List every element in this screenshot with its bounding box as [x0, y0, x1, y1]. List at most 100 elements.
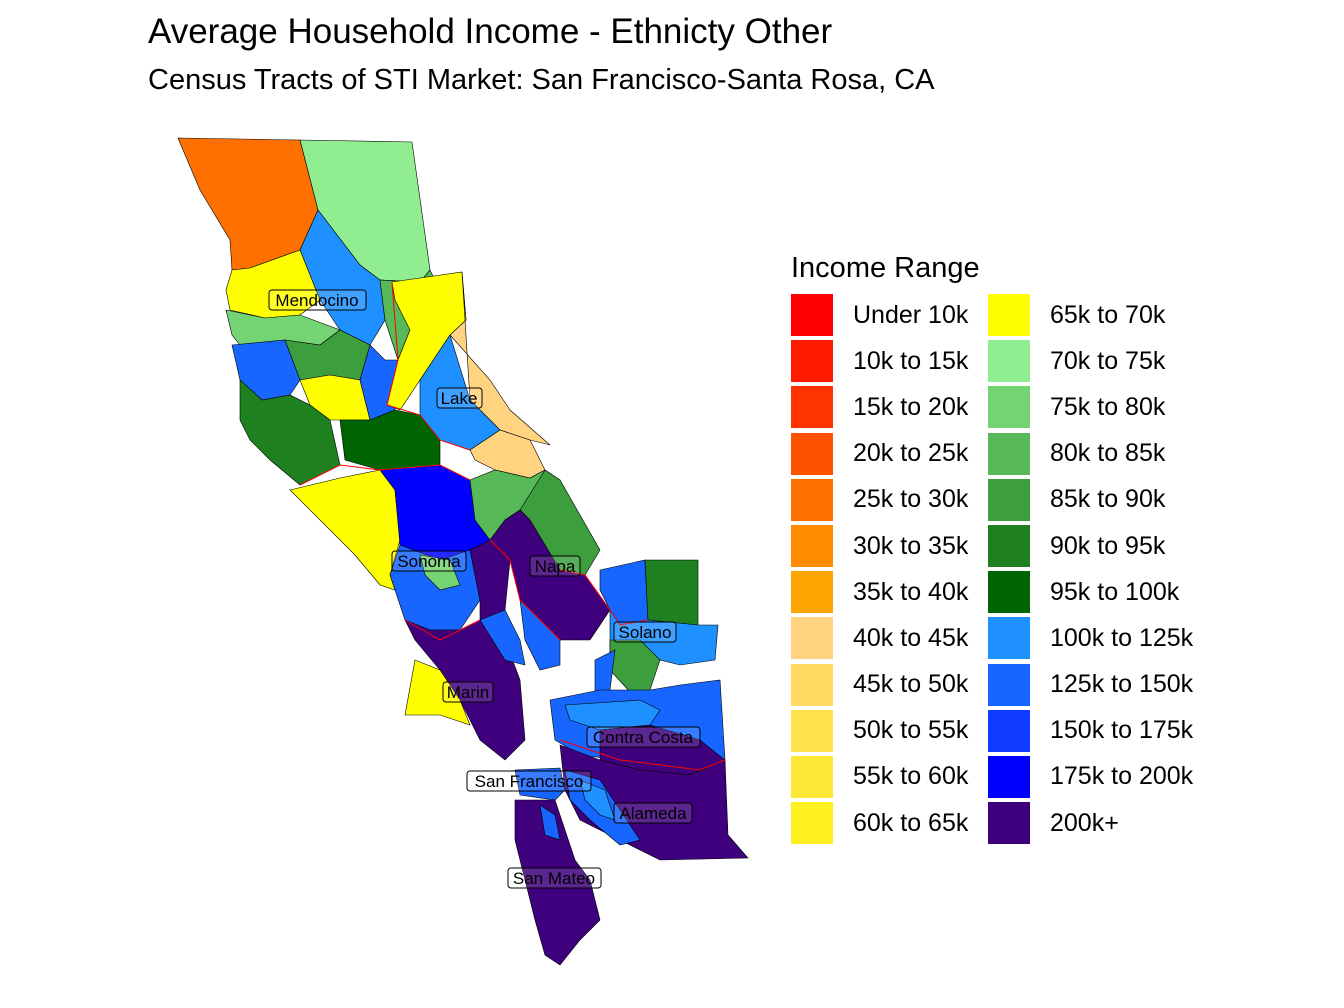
legend-label: 125k to 150k: [1050, 670, 1194, 699]
county-label-text: San Francisco: [475, 772, 584, 791]
map-title: Average Household Income - Ethnicty Othe…: [148, 12, 833, 51]
tract: [514, 799, 601, 966]
tract: [177, 137, 319, 271]
legend-swatch: [791, 386, 833, 429]
legend-column: 65k to 70k 70k to 75k 75k to 80k 80k to 85k…: [988, 292, 1193, 846]
legend-swatch: [988, 709, 1030, 752]
legend-swatch: [988, 755, 1030, 798]
legend-item: 30k to 35k: [791, 523, 988, 569]
legend-label: 65k to 70k: [1050, 300, 1166, 329]
legend-swatch: [988, 294, 1030, 337]
legend-item: 70k to 75k: [988, 338, 1185, 384]
legend-label: 10k to 15k: [853, 346, 969, 375]
county-label-sonoma: Sonoma: [391, 550, 467, 572]
napa-region: [469, 469, 611, 671]
county-boundary: [386, 281, 471, 451]
county-label-marin: Marin: [442, 681, 494, 703]
legend-swatch: [791, 709, 833, 752]
legend-label: Under 10k: [853, 300, 969, 329]
legend-item: 35k to 40k: [791, 569, 988, 615]
county-label-san-mateo: San Mateo: [507, 867, 602, 889]
legend-item: 10k to 15k: [791, 338, 988, 384]
legend-item: 15k to 20k: [791, 384, 988, 430]
income-range-legend: Income Range Under 10k 10k to 15k 15k to 2…: [791, 248, 1231, 846]
county-label-alameda: Alameda: [613, 802, 693, 824]
tract: [479, 609, 526, 666]
legend-item: 200k+: [988, 800, 1185, 846]
legend-item: 90k to 95k: [988, 523, 1185, 569]
tract: [579, 779, 616, 821]
legend-label: 20k to 25k: [853, 439, 969, 468]
legend-label: 95k to 100k: [1050, 577, 1180, 606]
legend-item: 55k to 60k: [791, 754, 988, 800]
legend-item: 150k to 175k: [988, 708, 1193, 754]
legend-swatch: [988, 478, 1030, 521]
tract: [419, 554, 461, 591]
county-label-text: Marin: [447, 683, 490, 702]
legend-label: 50k to 55k: [853, 716, 969, 745]
legend-swatch: [791, 478, 833, 521]
legend-swatch: [791, 617, 833, 660]
legend-swatch: [988, 432, 1030, 475]
legend-label: 70k to 75k: [1050, 346, 1166, 375]
sonoma-region: [289, 464, 511, 631]
county-label-text: Lake: [441, 389, 478, 408]
county-boundary: [559, 569, 649, 626]
legend-label: 90k to 95k: [1050, 531, 1166, 560]
legend-label: 55k to 60k: [853, 762, 969, 791]
legend-label: 15k to 20k: [853, 392, 969, 421]
legend-label: 30k to 35k: [853, 531, 969, 560]
map-subtitle: Census Tracts of STI Market: San Francis…: [148, 64, 935, 96]
legend-swatch: [988, 571, 1030, 614]
county-label-text: San Mateo: [513, 869, 595, 888]
legend-column: Under 10k 10k to 15k 15k to 20k 20k to 25k 2…: [791, 292, 988, 846]
county-boundary: [489, 539, 561, 641]
county-label-lake: Lake: [436, 387, 483, 409]
tract: [404, 659, 471, 726]
legend-item: 175k to 200k: [988, 754, 1193, 800]
tract: [599, 559, 649, 626]
county-label-text: Solano: [619, 623, 672, 642]
legend-swatch: [791, 571, 833, 614]
legend-label: 60k to 65k: [853, 808, 969, 837]
peninsula-region: [514, 767, 601, 966]
legend-item: 25k to 30k: [791, 477, 988, 523]
legend-swatch: [988, 386, 1030, 429]
county-label-solano: Solano: [613, 621, 677, 643]
county-boundaries: [299, 281, 726, 771]
legend-item: 60k to 65k: [791, 800, 988, 846]
county-label-contra-costa: Contra Costa: [586, 726, 701, 748]
legend-label: 150k to 175k: [1050, 716, 1194, 745]
legend-item: 65k to 70k: [988, 292, 1185, 338]
tract: [644, 559, 699, 626]
county-label-text: Napa: [535, 557, 576, 576]
county-label-san-francisco: San Francisco: [466, 770, 592, 792]
legend-item: 125k to 150k: [988, 662, 1193, 708]
county-label-text: Mendocino: [275, 291, 358, 310]
legend-label: 100k to 125k: [1050, 623, 1194, 652]
county-boundary: [559, 739, 726, 771]
county-label-text: Alameda: [619, 804, 687, 823]
legend-swatch: [791, 525, 833, 568]
legend-item: 40k to 45k: [791, 615, 988, 661]
legend-item: 20k to 25k: [791, 431, 988, 477]
legend-swatch: [791, 755, 833, 798]
legend-swatch: [791, 663, 833, 706]
tract: [539, 804, 561, 841]
legend-label: 25k to 30k: [853, 485, 969, 514]
legend-swatch: [988, 802, 1030, 845]
legend-item: Under 10k: [791, 292, 988, 338]
legend-swatch: [791, 432, 833, 475]
legend-swatch: [988, 663, 1030, 706]
tract: [289, 469, 401, 591]
legend-swatch: [791, 294, 833, 337]
legend-item: 85k to 90k: [988, 477, 1185, 523]
legend-title: Income Range: [791, 252, 980, 284]
east-bay-region: [549, 679, 749, 861]
county-boundary: [404, 619, 481, 641]
legend-label: 85k to 90k: [1050, 485, 1166, 514]
legend-swatch: [988, 617, 1030, 660]
legend-item: 100k to 125k: [988, 615, 1193, 661]
legend-label: 175k to 200k: [1050, 762, 1194, 791]
